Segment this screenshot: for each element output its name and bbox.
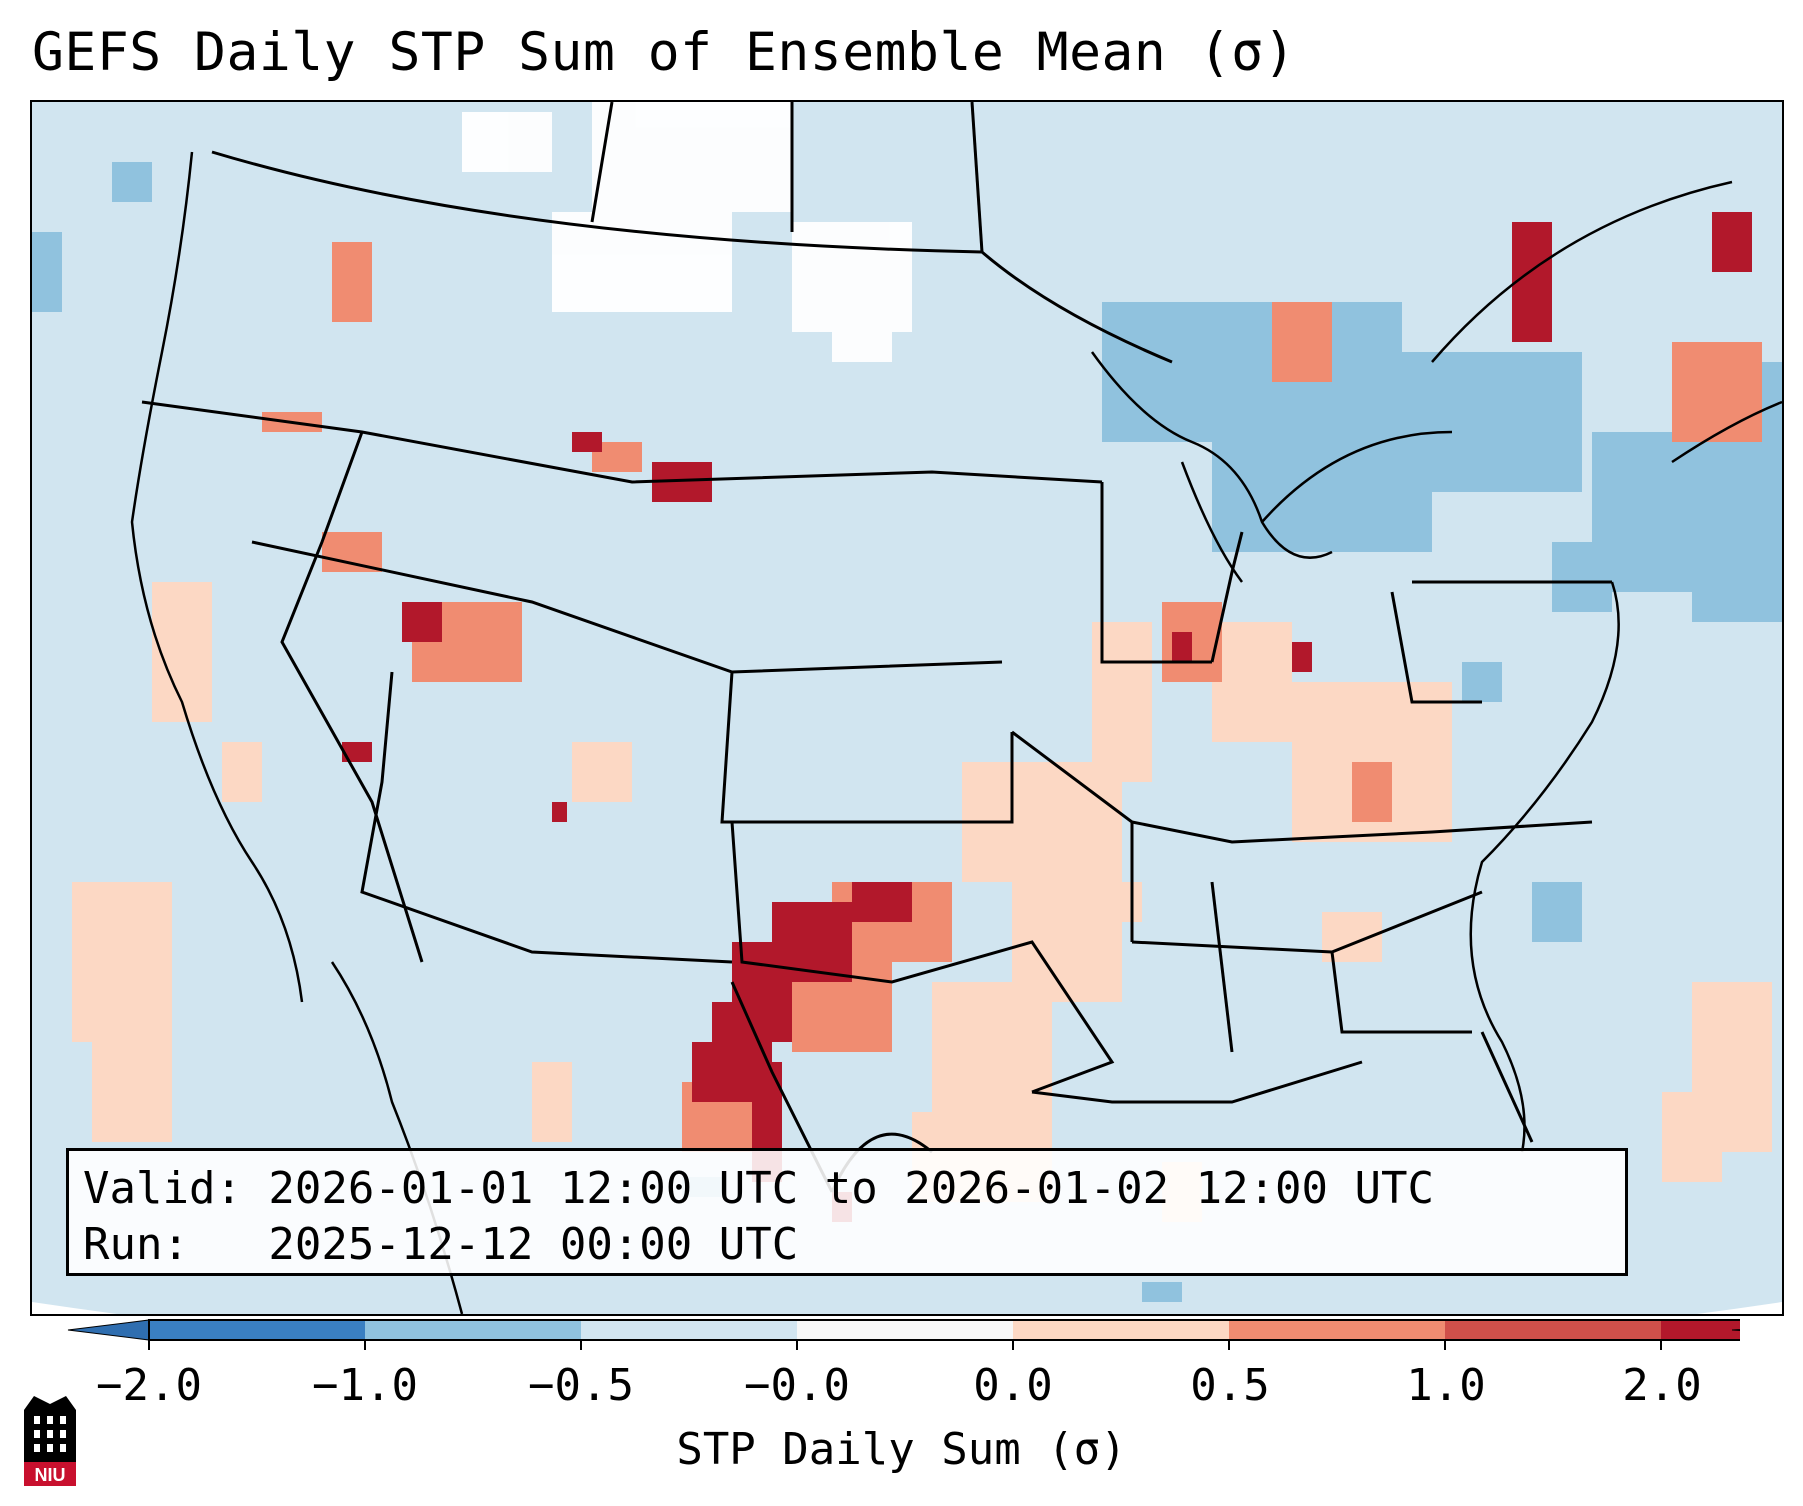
tick-label: 0.5 <box>1190 1360 1270 1411</box>
map-panel[interactable] <box>30 100 1784 1316</box>
valid-time-text: Valid: 2026-01-01 12:00 UTC to 2026-01-0… <box>83 1163 1435 1214</box>
colorbar-segment <box>365 1320 581 1340</box>
colorbar-tick-labels: −2.0 −1.0 −0.5 −0.0 0.0 0.5 1.0 2.0 <box>0 1360 1803 1420</box>
tick-label: −0.5 <box>528 1360 634 1411</box>
tick-label: −0.0 <box>744 1360 850 1411</box>
run-time-text: Run: 2025-12-12 00:00 UTC <box>83 1219 799 1270</box>
colorbar-segment <box>1661 1320 1740 1340</box>
colorbar <box>67 1319 1740 1350</box>
white-patches <box>462 102 912 362</box>
colorbar-segment <box>1013 1320 1229 1340</box>
tick-label: 1.0 <box>1406 1360 1486 1411</box>
positive-anomaly-medium-cells <box>262 242 1762 1152</box>
tick-label: −1.0 <box>312 1360 418 1411</box>
colorbar-extend-high <box>1731 1328 1740 1332</box>
svg-text:NIU: NIU <box>35 1465 66 1485</box>
tick-label: −2.0 <box>96 1360 202 1411</box>
colorbar-segment <box>797 1320 1013 1340</box>
positive-anomaly-strong-cells <box>342 212 1752 1222</box>
colorbar-label: STP Daily Sum (σ) <box>676 1424 1127 1475</box>
colorbar-extend-low <box>67 1319 150 1341</box>
political-borders <box>141 102 1612 1193</box>
colorbar-segment <box>1229 1320 1445 1340</box>
colorbar-segment <box>149 1320 365 1340</box>
map-title: GEFS Daily STP Sum of Ensemble Mean (σ) <box>32 22 1296 83</box>
stp-map <box>32 102 1782 1314</box>
colorbar-segment <box>581 1320 797 1340</box>
tick-label: 0.0 <box>973 1360 1053 1411</box>
validity-info-box: Valid: 2026-01-01 12:00 UTC to 2026-01-0… <box>66 1148 1628 1276</box>
colorbar-segment <box>1445 1320 1661 1340</box>
tick-label: 2.0 <box>1622 1360 1702 1411</box>
niu-logo: NIU <box>24 1396 76 1486</box>
